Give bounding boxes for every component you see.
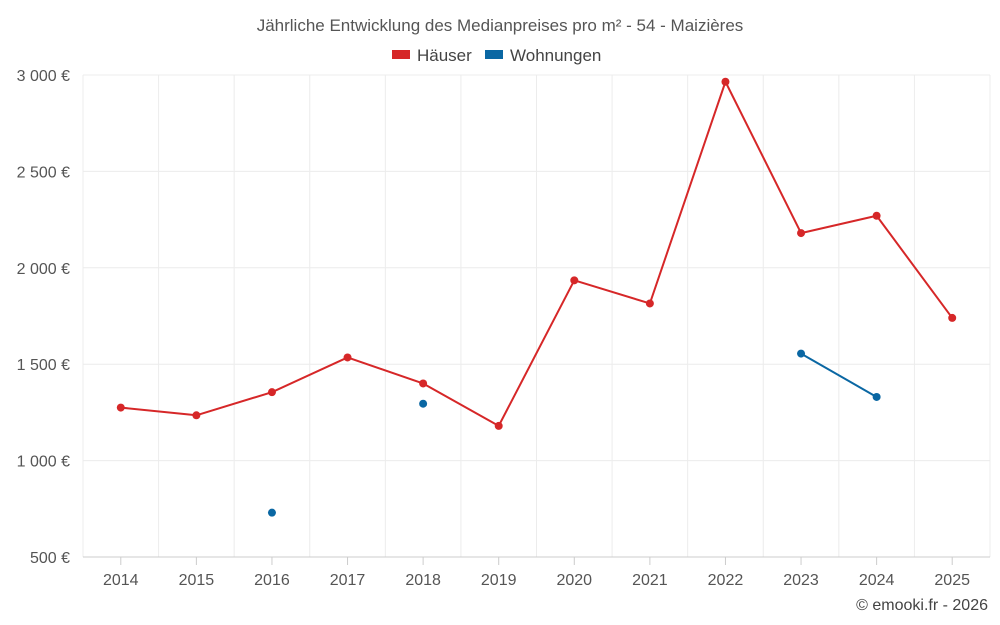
series-line-segment-haeuser [195,391,273,417]
data-point-wohnungen[interactable] [419,399,428,408]
data-point-wohnungen[interactable] [267,508,276,517]
x-tick-label: 2023 [783,572,819,589]
legend-label-wohnungen: Wohnungen [510,46,601,65]
x-tick-label: 2024 [859,572,895,589]
series-layer [116,77,957,517]
legend: Häuser Wohnungen [392,46,601,65]
series-line-segment-haeuser [724,80,803,235]
x-tick-label: 2021 [632,572,668,589]
y-tick-label: 500 € [30,550,70,567]
x-tick-label: 2020 [556,572,592,589]
legend-item-haeuser[interactable]: Häuser [392,46,472,65]
y-tick-label: 3 000 € [17,68,70,85]
x-tick-label: 2015 [179,572,215,589]
series-line-segment-haeuser [422,382,500,427]
x-tick-label: 2025 [934,572,970,589]
series-line-segment-haeuser [648,80,727,305]
series-line-segment-haeuser [497,279,576,427]
series-line-segment-haeuser [800,214,878,235]
data-point-haeuser[interactable] [570,276,579,285]
axes: 500 € 1 000 € 1 500 € 2 000 € 2 500 € 3 000 €… [17,68,990,589]
data-point-haeuser[interactable] [116,403,125,412]
data-point-haeuser[interactable] [494,421,503,430]
series-line-segment-wohnungen [800,352,878,398]
legend-item-wohnungen[interactable]: Wohnungen [485,46,601,65]
series-line-segment-haeuser [346,356,425,385]
data-point-haeuser[interactable] [419,379,428,388]
data-point-haeuser[interactable] [721,77,730,86]
legend-label-haeuser: Häuser [417,46,472,65]
legend-swatch-haeuser [392,50,410,59]
legend-swatch-wohnungen [485,50,503,59]
y-tick-label: 2 500 € [17,164,70,181]
data-point-haeuser[interactable] [192,411,201,420]
series-line-segment-haeuser [875,214,954,319]
series-line-segment-haeuser [270,356,349,394]
data-point-haeuser[interactable] [645,299,654,308]
grid [82,74,991,558]
x-tick-label: 2017 [330,572,366,589]
x-tick-label: 2022 [708,572,744,589]
credit-text: © emooki.fr - 2026 [856,597,988,614]
data-point-haeuser[interactable] [343,353,352,362]
data-point-haeuser[interactable] [872,211,881,220]
data-point-haeuser[interactable] [267,388,276,397]
y-tick-label: 2 000 € [17,261,70,278]
data-point-wohnungen[interactable] [797,349,806,358]
series-line-segment-haeuser [119,406,198,417]
data-point-wohnungen[interactable] [872,392,881,401]
x-tick-label: 2018 [405,572,441,589]
y-tick-label: 1 000 € [17,454,70,471]
series-line-segment-haeuser [573,279,651,305]
data-point-haeuser[interactable] [797,229,806,238]
y-tick-label: 1 500 € [17,357,70,374]
x-tick-label: 2016 [254,572,290,589]
x-tick-label: 2019 [481,572,517,589]
data-point-haeuser[interactable] [948,313,957,322]
chart-title: Jährliche Entwicklung des Medianpreises … [257,16,744,35]
x-tick-label: 2014 [103,572,139,589]
